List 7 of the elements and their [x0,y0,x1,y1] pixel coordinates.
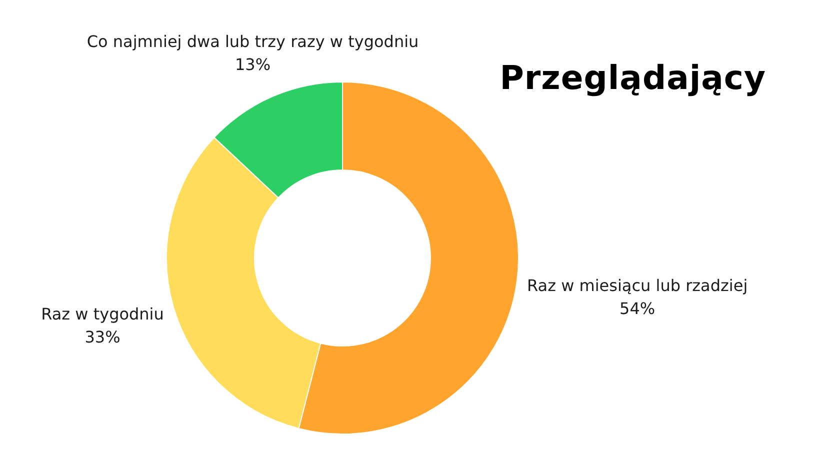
data-label: 54% [620,298,656,318]
slice-label: Co najmniej dwa lub trzy razy w tygodniu [86,32,419,51]
text: Przeglądający [500,58,766,97]
data-label: 33% [84,328,120,347]
slice-label: Raz w tygodniu [41,304,164,324]
data-label: 13% [234,54,271,74]
slice-label: Raz w miesiącu lub rzadziej [527,276,748,295]
